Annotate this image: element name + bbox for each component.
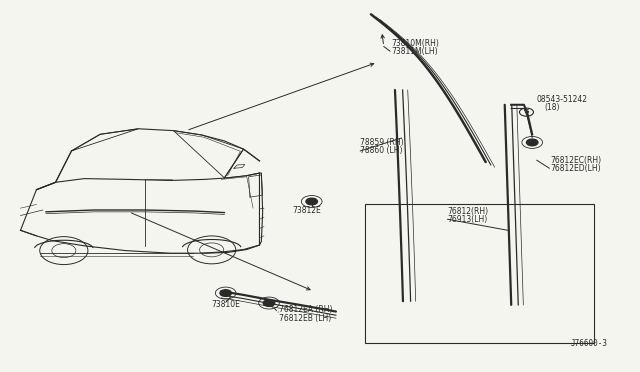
Text: 76812EA (RH): 76812EA (RH) <box>279 305 333 314</box>
Text: 08543-51242: 08543-51242 <box>537 95 588 104</box>
Text: 73812E: 73812E <box>292 206 321 215</box>
Text: 76812(RH): 76812(RH) <box>447 206 488 215</box>
Text: S: S <box>524 109 529 114</box>
Text: J76600-3: J76600-3 <box>570 339 607 348</box>
Text: 76913(LH): 76913(LH) <box>447 215 488 224</box>
Text: 76812EB (LH): 76812EB (LH) <box>279 314 332 323</box>
Bar <box>365 205 594 343</box>
Circle shape <box>263 300 275 307</box>
Circle shape <box>527 139 538 146</box>
Text: 73810E: 73810E <box>212 299 241 309</box>
Text: (18): (18) <box>544 103 560 112</box>
Text: 73811M(LH): 73811M(LH) <box>392 46 438 56</box>
Text: 78859 (RH): 78859 (RH) <box>360 138 404 147</box>
Text: 76812ED(LH): 76812ED(LH) <box>550 164 602 173</box>
Text: 78860 (LH): 78860 (LH) <box>360 146 403 155</box>
Text: 73810M(RH): 73810M(RH) <box>392 39 439 48</box>
Circle shape <box>306 198 317 205</box>
Circle shape <box>220 290 232 296</box>
Text: 76812EC(RH): 76812EC(RH) <box>550 155 602 164</box>
